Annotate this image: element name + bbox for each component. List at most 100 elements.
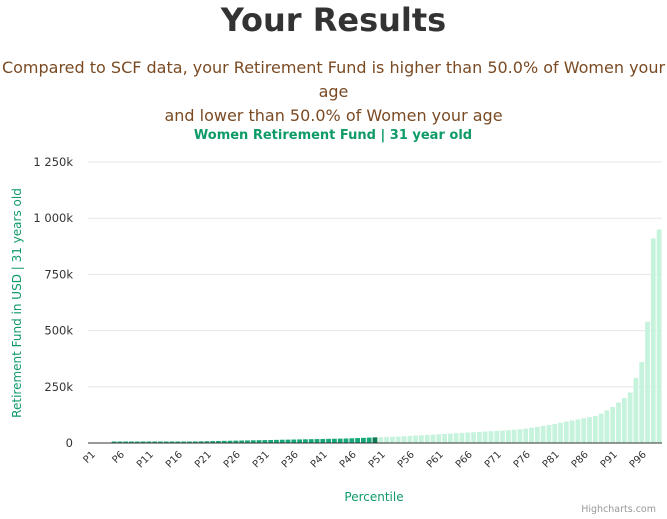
percentile-bar[interactable] xyxy=(268,439,274,443)
percentile-bar[interactable] xyxy=(297,439,302,443)
percentile-bar[interactable] xyxy=(401,436,407,443)
percentile-bar[interactable] xyxy=(326,438,331,443)
percentile-bar[interactable] xyxy=(111,441,117,444)
percentile-bar[interactable] xyxy=(511,429,517,443)
percentile-bar[interactable] xyxy=(471,432,476,443)
percentile-bar[interactable] xyxy=(627,392,633,443)
percentile-bar[interactable] xyxy=(430,434,436,443)
percentile-bar[interactable] xyxy=(482,431,488,443)
percentile-bar[interactable] xyxy=(476,431,482,443)
percentile-bar[interactable] xyxy=(216,440,221,443)
percentile-bar[interactable] xyxy=(540,425,546,443)
y-axis-ticks: 0 250k 500k 750k 1 000k 1 250k xyxy=(33,155,73,450)
percentile-bar[interactable] xyxy=(645,321,650,443)
percentile-bar[interactable] xyxy=(233,440,239,443)
percentile-bar[interactable] xyxy=(488,431,494,443)
percentile-bar[interactable] xyxy=(656,229,662,443)
percentile-bar[interactable] xyxy=(221,440,227,443)
percentile-bar[interactable] xyxy=(442,433,447,443)
percentile-bar[interactable] xyxy=(436,434,442,443)
percentile-bar[interactable] xyxy=(650,238,656,443)
percentile-bar[interactable] xyxy=(146,441,152,444)
percentile-bar[interactable] xyxy=(343,438,349,444)
percentile-bar[interactable] xyxy=(129,441,134,444)
percentile-bar[interactable] xyxy=(337,438,343,443)
percentile-bar[interactable] xyxy=(575,419,581,443)
percentile-bar[interactable] xyxy=(639,362,645,443)
percentile-bar[interactable] xyxy=(453,433,459,443)
percentile-bar[interactable] xyxy=(355,438,360,443)
percentile-bar[interactable] xyxy=(390,436,395,443)
percentile-bar[interactable] xyxy=(505,430,511,443)
percentile-bar[interactable] xyxy=(187,441,192,444)
percentile-bar[interactable] xyxy=(239,440,245,443)
percentile-bar[interactable] xyxy=(279,439,285,443)
percentile-bar[interactable] xyxy=(262,440,268,443)
percentile-bar[interactable] xyxy=(534,426,540,443)
percentile-bar[interactable] xyxy=(563,421,569,443)
percentile-bar[interactable] xyxy=(448,433,453,443)
percentile-bar[interactable] xyxy=(175,441,181,444)
percentile-bar[interactable] xyxy=(552,423,558,443)
x-axis-ticks: P1 P6 P11 P16 P21 P26 P31 P36 P41 P46 P51 P56 P61 P66… xyxy=(81,449,648,470)
percentile-bar[interactable] xyxy=(291,439,297,443)
percentile-bar[interactable] xyxy=(604,410,610,443)
percentile-bar[interactable] xyxy=(123,441,129,444)
percentile-bar[interactable] xyxy=(210,441,216,443)
percentile-bar[interactable] xyxy=(616,402,621,443)
percentile-bar[interactable] xyxy=(424,434,430,443)
percentile-bar[interactable] xyxy=(621,398,627,443)
percentile-bar[interactable] xyxy=(558,422,563,443)
percentile-bar[interactable] xyxy=(181,441,187,444)
percentile-bar[interactable] xyxy=(192,441,198,443)
percentile-bar[interactable] xyxy=(598,413,604,443)
percentile-bar[interactable] xyxy=(169,441,175,444)
percentile-bar[interactable] xyxy=(140,441,146,444)
user-percentile-bar[interactable] xyxy=(372,437,378,443)
percentile-bar[interactable] xyxy=(384,436,389,443)
percentile-bar[interactable] xyxy=(366,437,372,443)
percentile-bar[interactable] xyxy=(250,440,256,443)
percentile-bar[interactable] xyxy=(256,440,262,443)
percentile-bar[interactable] xyxy=(529,427,534,443)
percentile-bar[interactable] xyxy=(587,417,592,443)
percentile-bar[interactable] xyxy=(117,441,123,444)
percentile-bar[interactable] xyxy=(274,439,279,443)
percentile-bar[interactable] xyxy=(419,435,424,443)
percentile-bar[interactable] xyxy=(285,439,291,443)
percentile-bar[interactable] xyxy=(198,441,204,443)
percentile-bar[interactable] xyxy=(152,441,158,444)
percentile-bar[interactable] xyxy=(163,441,169,444)
percentile-bar[interactable] xyxy=(581,418,587,443)
percentile-bar[interactable] xyxy=(465,432,471,443)
percentile-bar[interactable] xyxy=(395,436,401,443)
percentile-bar[interactable] xyxy=(134,441,140,444)
percentile-bar[interactable] xyxy=(546,425,552,443)
percentile-bar[interactable] xyxy=(459,432,465,443)
percentile-bar[interactable] xyxy=(320,438,326,443)
percentile-bar[interactable] xyxy=(204,441,210,443)
percentile-bar[interactable] xyxy=(569,420,575,443)
percentile-bar[interactable] xyxy=(303,439,308,443)
percentile-bar[interactable] xyxy=(308,439,314,443)
percentile-bar[interactable] xyxy=(407,435,413,443)
percentile-bar[interactable] xyxy=(633,377,639,443)
percentile-bar[interactable] xyxy=(332,438,337,443)
percentile-bar[interactable] xyxy=(378,437,384,443)
percentile-bar[interactable] xyxy=(361,437,366,443)
percentile-bar[interactable] xyxy=(245,440,250,443)
y-tick-label: 1 250k xyxy=(33,155,73,169)
percentile-bar[interactable] xyxy=(314,439,320,443)
percentile-bar[interactable] xyxy=(517,429,523,443)
percentile-bar[interactable] xyxy=(500,430,505,443)
percentile-bar[interactable] xyxy=(494,430,500,443)
percentile-bar[interactable] xyxy=(227,440,233,443)
percentile-bar[interactable] xyxy=(523,428,529,443)
percentile-bar[interactable] xyxy=(158,441,163,444)
percentile-bar[interactable] xyxy=(413,435,418,443)
percentile-bar[interactable] xyxy=(592,416,598,443)
x-tick-label: P21 xyxy=(193,449,214,470)
percentile-bar[interactable] xyxy=(349,438,355,443)
highcharts-credits[interactable]: Highcharts.com xyxy=(581,504,656,515)
percentile-bar[interactable] xyxy=(610,407,616,443)
